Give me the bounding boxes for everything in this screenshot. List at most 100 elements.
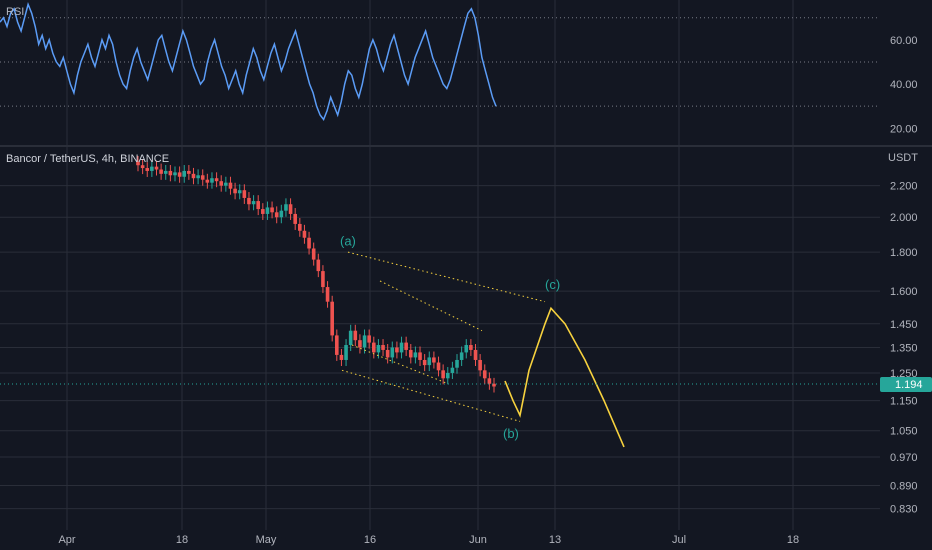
- candle-body: [413, 352, 418, 358]
- time-tick-label: Apr: [58, 534, 75, 546]
- candle-body: [418, 352, 422, 360]
- candle-body: [399, 342, 404, 353]
- candle-body: [367, 335, 371, 343]
- price-tick-label: 1.250: [890, 368, 918, 380]
- wave-label: (b): [503, 426, 519, 441]
- candle-body: [432, 357, 436, 363]
- candle-body: [265, 207, 270, 214]
- chart-title: Bancor / TetherUS, 4h, BINANCE: [6, 153, 169, 165]
- price-axis[interactable]: 2.200 2.000 1.800 1.600 1.450 1.350 1.250 1.150…: [890, 181, 918, 516]
- candles: [136, 156, 496, 393]
- candle-body: [422, 359, 427, 366]
- candle-body: [321, 271, 325, 288]
- price-tick-label: 1.350: [890, 342, 918, 354]
- candle-body: [242, 190, 247, 198]
- candle-body: [371, 342, 376, 353]
- candle-body: [298, 223, 302, 231]
- channel-line: [379, 280, 483, 332]
- candle-body: [404, 342, 408, 350]
- candle-body: [335, 335, 339, 355]
- candle-body: [191, 173, 196, 179]
- candle-body: [358, 340, 362, 348]
- channel-line: [351, 344, 449, 385]
- candle-body: [200, 175, 205, 180]
- candle-body: [473, 349, 478, 360]
- candle-body: [233, 188, 237, 194]
- price-tick-label: 0.830: [890, 504, 918, 516]
- channel-line: [341, 369, 521, 422]
- time-tick-label: Jul: [672, 534, 686, 546]
- candle-body: [302, 230, 307, 238]
- candle-body: [274, 212, 279, 218]
- price-tick-label: 0.890: [890, 481, 918, 493]
- candle-body: [450, 367, 455, 373]
- projection-path: [504, 306, 625, 448]
- candle-body: [228, 182, 233, 189]
- candle-body: [436, 362, 441, 371]
- candle-body: [307, 237, 311, 249]
- candle-body: [381, 345, 385, 350]
- candle-body: [408, 349, 413, 358]
- candle-body: [182, 170, 187, 177]
- time-tick-label: 16: [364, 534, 376, 546]
- candle-body: [140, 165, 145, 169]
- price-tick-label: 1.800: [890, 247, 918, 259]
- rsi-tick-label: 20.00: [890, 123, 918, 135]
- time-tick-label: 18: [787, 534, 799, 546]
- candle-body: [205, 179, 210, 183]
- rsi-line: [0, 2, 497, 121]
- rsi-tick-label: 40.00: [890, 79, 918, 91]
- candle-body: [196, 175, 200, 179]
- candle-body: [187, 170, 191, 174]
- candle-body: [168, 170, 173, 176]
- last-price-badge: [880, 377, 932, 392]
- candle-body: [445, 372, 450, 379]
- price-tick-label: 1.450: [890, 319, 918, 331]
- candle-body: [173, 172, 177, 176]
- wave-labels: (a) (c) (b): [340, 233, 560, 441]
- time-tick-label: Jun: [469, 534, 487, 546]
- candle-body: [344, 345, 348, 360]
- candle-body: [376, 345, 381, 353]
- candle-body: [353, 330, 358, 341]
- price-tick-label: 0.970: [890, 452, 918, 464]
- channel-line: [347, 251, 546, 303]
- candle-body: [288, 204, 293, 214]
- candle-body: [339, 354, 344, 360]
- rsi-levels: [0, 17, 880, 107]
- candle-body: [293, 213, 297, 224]
- candle-body: [159, 169, 163, 174]
- candle-body: [154, 166, 159, 170]
- last-price-value: 1.194: [895, 379, 923, 391]
- candle-body: [385, 349, 390, 358]
- candle-body: [210, 178, 214, 183]
- candle-body: [455, 359, 459, 368]
- candle-body: [284, 204, 288, 211]
- candle-body: [270, 207, 274, 213]
- wave-label: (a): [340, 233, 356, 248]
- candle-body: [362, 335, 367, 348]
- candle-body: [247, 197, 251, 205]
- candle-body: [150, 166, 154, 171]
- time-axis[interactable]: Apr 18 May 16 Jun 13 Jul 18: [58, 534, 799, 546]
- price-tick-label: 1.600: [890, 286, 918, 298]
- candle-body: [163, 170, 168, 174]
- channels: [341, 251, 546, 422]
- candle-body: [224, 182, 228, 186]
- candle-body: [261, 209, 265, 214]
- rsi-axis[interactable]: 60.00 40.00 20.00: [890, 35, 918, 135]
- candle-body: [330, 301, 334, 336]
- grid: [0, 0, 880, 530]
- currency-label: USDT: [888, 152, 918, 164]
- candle-body: [427, 357, 432, 366]
- time-tick-label: May: [256, 534, 277, 546]
- price-tick-label: 2.200: [890, 181, 918, 193]
- candle-body: [459, 352, 464, 360]
- candle-body: [219, 181, 224, 186]
- price-tick-label: 1.050: [890, 426, 918, 438]
- candle-body: [237, 190, 242, 194]
- candle-body: [145, 168, 150, 171]
- candle-body: [325, 287, 330, 302]
- candle-body: [316, 259, 321, 272]
- price-tick-label: 2.000: [890, 212, 918, 224]
